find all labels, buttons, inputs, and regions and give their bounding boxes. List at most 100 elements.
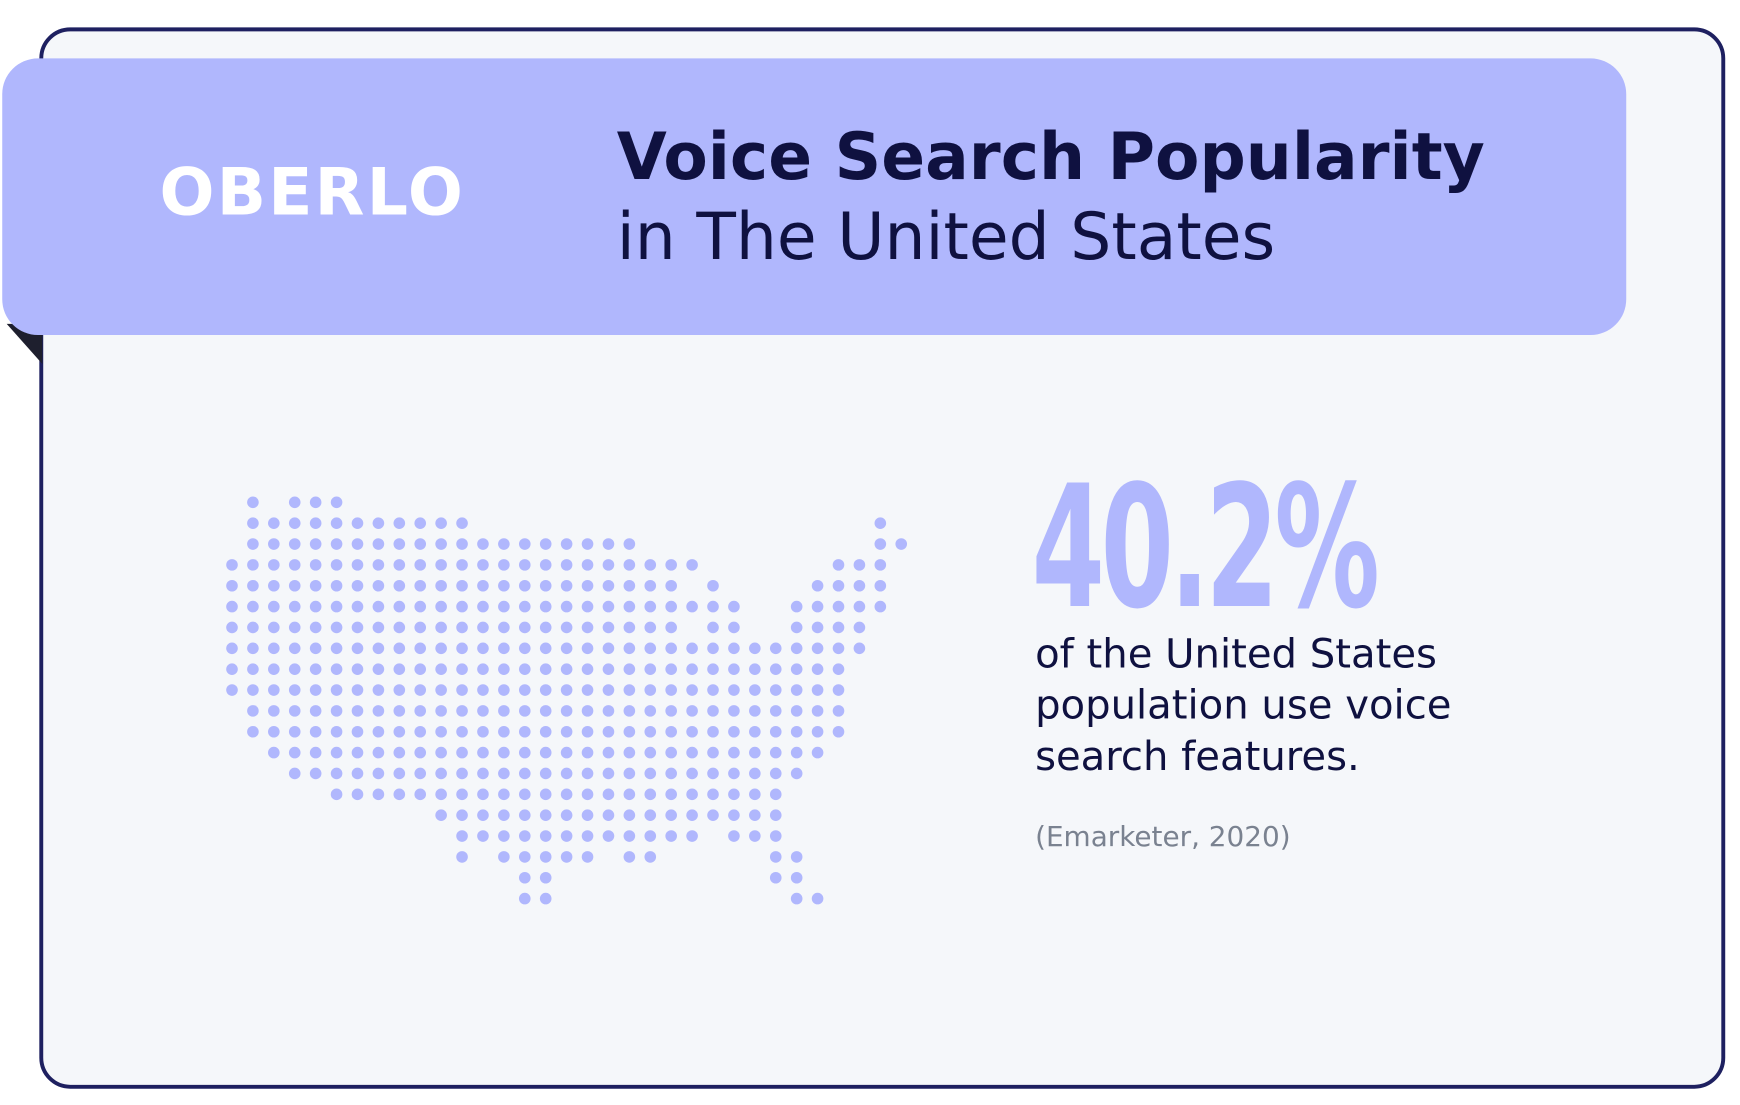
map-dot xyxy=(623,642,636,655)
map-dot xyxy=(518,559,531,571)
map-dot xyxy=(477,788,489,801)
map-dot xyxy=(477,600,489,613)
map-dot xyxy=(581,767,594,780)
map-dot xyxy=(749,767,761,780)
map-dot xyxy=(686,642,698,655)
map-dot xyxy=(602,538,615,550)
map-dot xyxy=(707,705,719,717)
map-dot xyxy=(330,788,343,801)
map-dot xyxy=(539,788,552,801)
map-dot xyxy=(498,663,510,675)
map-dot xyxy=(623,705,636,717)
map-dot xyxy=(581,746,594,759)
map-dot xyxy=(435,642,447,655)
map-dot xyxy=(602,830,615,842)
map-dot xyxy=(456,621,468,634)
map-dot xyxy=(769,830,782,842)
map-dot xyxy=(539,892,552,905)
map-dot xyxy=(560,663,573,675)
map-dot xyxy=(623,684,636,696)
source: (Emarketer, 2020) xyxy=(1035,820,1291,853)
map-dot xyxy=(623,621,636,634)
map-dot xyxy=(581,663,594,675)
map-dot xyxy=(623,746,636,759)
map-dot xyxy=(435,705,447,717)
map-dot xyxy=(477,642,489,655)
map-dot xyxy=(456,684,468,696)
map-dot xyxy=(372,788,385,801)
map-dot xyxy=(644,746,657,759)
map-dot xyxy=(309,621,322,634)
map-dot xyxy=(309,496,322,509)
map-dot xyxy=(728,621,740,634)
map-dot xyxy=(686,684,698,696)
map-dot xyxy=(456,788,468,801)
map-dot xyxy=(811,663,824,675)
map-dot xyxy=(644,579,657,592)
map-dot xyxy=(393,767,406,780)
map-dot xyxy=(518,788,531,801)
map-dot xyxy=(247,538,259,550)
map-dot xyxy=(372,767,385,780)
map-dot xyxy=(393,663,406,675)
map-dot xyxy=(623,538,636,550)
map-dot xyxy=(372,725,385,738)
map-dot xyxy=(623,851,636,863)
map-dot xyxy=(853,621,866,634)
map-dot xyxy=(665,621,677,634)
map-dot xyxy=(372,538,385,550)
map-dot xyxy=(790,746,803,759)
map-dot xyxy=(560,830,573,842)
map-dot xyxy=(749,746,761,759)
map-dot xyxy=(226,642,238,655)
map-dot xyxy=(247,725,259,738)
map-dot xyxy=(853,579,866,592)
map-dot xyxy=(330,767,343,780)
map-dot xyxy=(832,600,845,613)
map-dot xyxy=(811,705,824,717)
map-dot xyxy=(309,767,322,780)
map-dot xyxy=(665,642,677,655)
map-dot xyxy=(309,559,322,571)
map-dot xyxy=(686,809,698,821)
map-dot xyxy=(518,767,531,780)
map-dot xyxy=(665,663,677,675)
map-dot xyxy=(226,579,238,592)
map-dot xyxy=(309,746,322,759)
map-dot xyxy=(351,642,364,655)
map-dot xyxy=(498,538,510,550)
map-dot xyxy=(309,579,322,592)
map-dot xyxy=(518,871,531,884)
map-dot xyxy=(832,725,845,738)
map-dot xyxy=(309,600,322,613)
map-dot xyxy=(665,559,677,571)
map-dot xyxy=(790,705,803,717)
map-dot xyxy=(749,788,761,801)
map-dot xyxy=(247,642,259,655)
map-dot xyxy=(853,600,866,613)
map-dot xyxy=(226,663,238,675)
map-dot xyxy=(665,705,677,717)
map-dot xyxy=(707,600,719,613)
map-dot xyxy=(707,663,719,675)
map-dot xyxy=(247,559,259,571)
map-dot xyxy=(560,809,573,821)
map-dot xyxy=(623,600,636,613)
map-dot xyxy=(393,559,406,571)
map-dot xyxy=(351,579,364,592)
map-dot xyxy=(644,767,657,780)
map-dot xyxy=(518,621,531,634)
map-dot xyxy=(226,621,238,634)
map-dot xyxy=(288,496,301,509)
map-dot xyxy=(602,579,615,592)
map-dot xyxy=(309,663,322,675)
map-dot xyxy=(560,621,573,634)
map-dot xyxy=(414,684,427,696)
map-dot xyxy=(456,851,468,863)
map-dot xyxy=(539,600,552,613)
map-dot xyxy=(435,517,447,529)
map-dot xyxy=(811,746,824,759)
map-dot xyxy=(456,642,468,655)
map-dot xyxy=(351,684,364,696)
